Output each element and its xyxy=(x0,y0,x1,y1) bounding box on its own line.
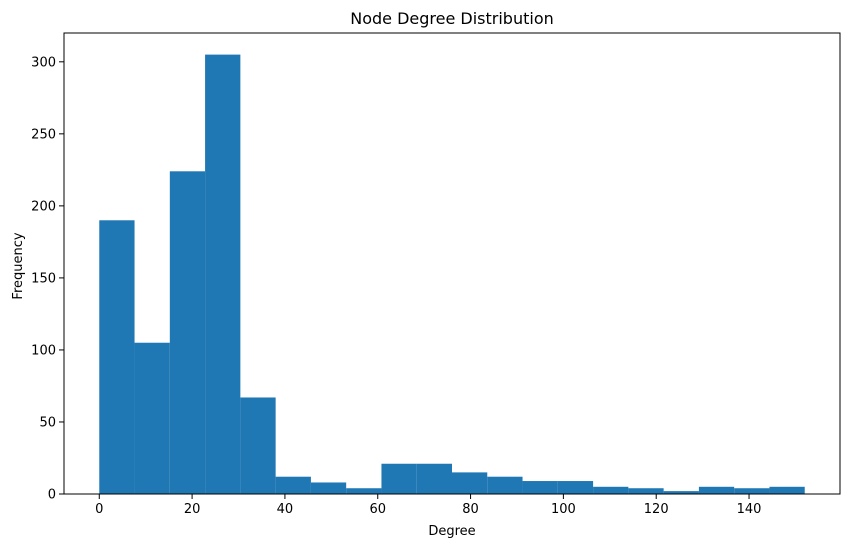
x-axis: 0 20 40 60 80 100 120 140 xyxy=(95,494,761,517)
bars-group xyxy=(99,54,805,495)
x-tick-label: 140 xyxy=(737,502,762,517)
x-tick-label: 120 xyxy=(644,502,669,517)
histogram-bar xyxy=(416,463,452,494)
y-tick-label: 100 xyxy=(31,343,56,358)
y-tick-label: 300 xyxy=(31,55,56,70)
y-tick-label: 150 xyxy=(31,271,56,286)
y-tick-label: 250 xyxy=(31,127,56,142)
histogram-bar xyxy=(593,486,629,494)
x-tick-label: 100 xyxy=(551,502,576,517)
x-tick-label: 20 xyxy=(184,502,201,517)
histogram-bar xyxy=(310,482,347,494)
histogram-bar xyxy=(734,488,770,494)
histogram-bar xyxy=(628,488,664,494)
histogram-bar xyxy=(134,342,170,494)
histogram-bar xyxy=(698,486,735,494)
histogram-bar xyxy=(169,171,206,495)
histogram-bar xyxy=(769,486,805,494)
y-axis-label: Frequency xyxy=(11,232,26,299)
histogram-bar xyxy=(557,481,594,494)
y-tick-label: 50 xyxy=(39,415,56,430)
x-axis-label: Degree xyxy=(428,524,475,539)
y-tick-label: 200 xyxy=(31,199,56,214)
histogram-bar xyxy=(346,488,382,494)
x-tick-label: 80 xyxy=(462,502,479,517)
chart-title: Node Degree Distribution xyxy=(350,9,554,28)
histogram-bar xyxy=(487,476,523,494)
x-tick-label: 0 xyxy=(95,502,103,517)
histogram-bar xyxy=(522,481,558,494)
histogram-bar xyxy=(240,397,276,494)
histogram-bar xyxy=(99,220,135,494)
plot-frame xyxy=(63,32,841,495)
histogram-bar xyxy=(452,472,488,494)
y-axis: 0 50 100 150 200 250 300 xyxy=(31,55,64,503)
x-tick-label: 60 xyxy=(369,502,386,517)
histogram-bar xyxy=(275,476,311,494)
x-tick-label: 40 xyxy=(277,502,294,517)
histogram-bar xyxy=(663,491,699,494)
y-tick-label: 0 xyxy=(48,488,56,503)
histogram-bar xyxy=(205,54,241,494)
histogram-bar xyxy=(381,463,417,494)
